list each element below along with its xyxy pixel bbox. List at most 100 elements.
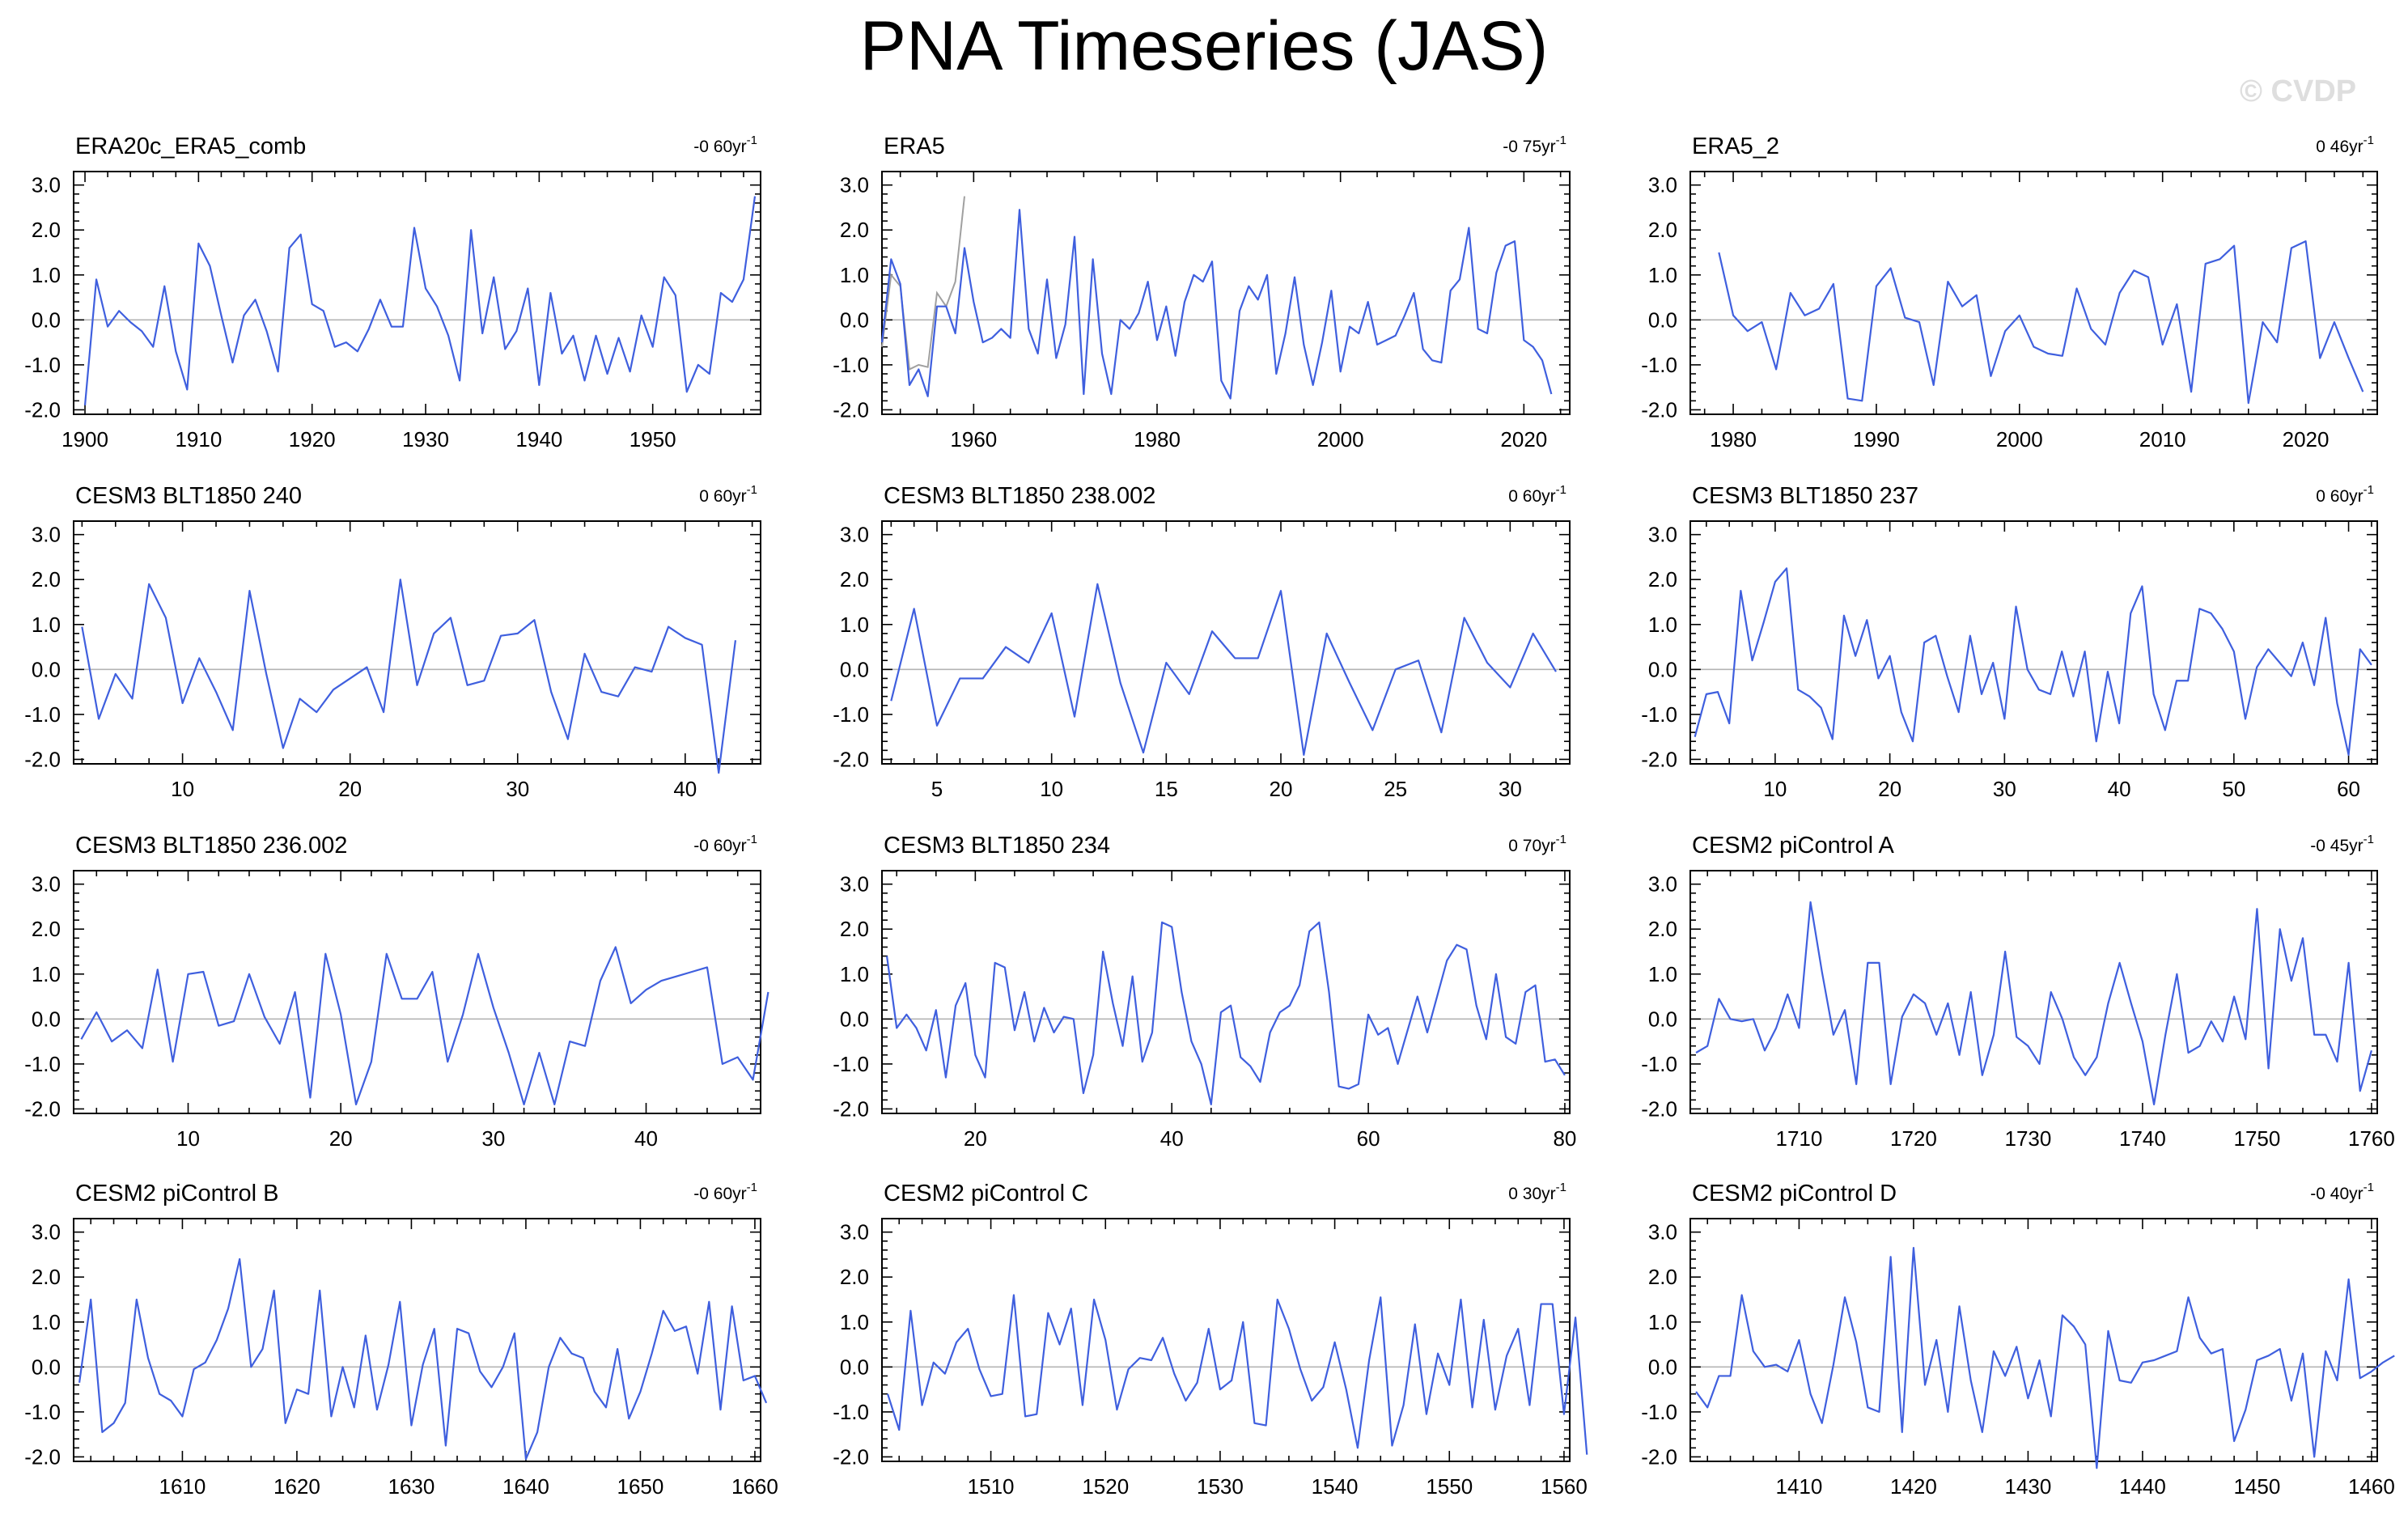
y-tick-label: -2.0 (1641, 747, 1677, 771)
plot-frame (73, 870, 761, 1114)
panel-title: CESM2 piControl A (1692, 833, 1894, 859)
y-tick-label: -1.0 (1641, 702, 1677, 727)
cvdp-watermark: © CVDP (2240, 74, 2357, 108)
y-tick-label: -2.0 (833, 1444, 869, 1469)
y-tick-label: 3.0 (1648, 173, 1677, 197)
panel-12: 3.0 2.0 1.0 0.0 -1.0 -2.0 1410 1420 1430 1440 1450… (1641, 1181, 2395, 1499)
y-tick-label: 2.0 (1648, 1265, 1677, 1289)
y-tick-label: 1.0 (32, 1310, 61, 1334)
x-tick-label: 50 (2222, 777, 2245, 801)
y-tick-label: 1.0 (840, 263, 869, 287)
page-title: PNA Timeseries (JAS) (859, 7, 1549, 85)
x-tick-label: 1640 (502, 1474, 549, 1499)
x-tick-label: 40 (2108, 777, 2131, 801)
x-tick-label: 80 (1553, 1126, 1576, 1151)
y-tick-label: -1.0 (833, 1400, 869, 1424)
x-tick-label: 20 (1878, 777, 1901, 801)
x-tick-label: 40 (634, 1126, 658, 1151)
x-tick-label: 60 (1357, 1126, 1380, 1151)
x-tick-label: 20 (329, 1126, 353, 1151)
trend-label: 0 60yr-1 (1508, 483, 1566, 506)
x-tick-label: 1760 (2348, 1126, 2395, 1151)
series-line (1718, 240, 2364, 405)
trend-label: -0 60yr-1 (693, 134, 757, 156)
panel-6: 3.0 2.0 1.0 0.0 -1.0 -2.0 10 20 30 40 50 60 CESM3 BL… (1641, 483, 2378, 801)
x-tick-label: 1410 (1776, 1474, 1823, 1499)
panel-title: CESM3 BLT1850 237 (1692, 483, 1918, 509)
y-tick-label: 3.0 (840, 1220, 869, 1245)
y-tick-label: 2.0 (840, 218, 869, 242)
x-tick-label: 10 (176, 1126, 200, 1151)
plot-frame (73, 520, 761, 765)
x-tick-label: 1460 (2348, 1474, 2395, 1499)
plot-frame (1689, 1218, 2378, 1462)
x-tick-label: 1610 (159, 1474, 206, 1499)
y-tick-label: -2.0 (24, 747, 61, 771)
panel-title: CESM2 piControl D (1692, 1181, 1897, 1206)
series-line (1695, 901, 2372, 1105)
panel-title: ERA5_2 (1692, 134, 1779, 159)
y-tick-label: 1.0 (1648, 962, 1677, 986)
x-tick-label: 40 (673, 777, 697, 801)
y-tick-label: 1.0 (1648, 1310, 1677, 1334)
x-tick-label: 2010 (2139, 427, 2186, 452)
x-tick-label: 20 (1270, 777, 1293, 801)
trend-label: 0 70yr-1 (1508, 833, 1566, 855)
x-tick-label: 1430 (2005, 1474, 2052, 1499)
panel-4: 3.0 2.0 1.0 0.0 -1.0 -2.0 10 20 30 40 CESM3 BLT185… (24, 483, 761, 801)
y-tick-label: 1.0 (1648, 613, 1677, 637)
y-tick-label: 3.0 (840, 523, 869, 547)
panel-title: CESM3 BLT1850 236.002 (75, 833, 347, 859)
panel-2: 3.0 2.0 1.0 0.0 -1.0 -2.0 1960 1980 2000 2020 ERA5… (833, 134, 1571, 452)
trend-label: -0 60yr-1 (693, 1181, 757, 1203)
trend-label: -0 45yr-1 (2310, 833, 2374, 855)
y-tick-label: 0.0 (32, 1007, 61, 1031)
trend-label: -0 60yr-1 (693, 833, 757, 855)
x-tick-label: 1530 (1197, 1474, 1244, 1499)
series-line (1694, 567, 2372, 756)
x-tick-label: 1990 (1853, 427, 1900, 452)
y-tick-label: 0.0 (1648, 1355, 1677, 1379)
x-tick-label: 1930 (402, 427, 449, 452)
x-tick-label: 1620 (273, 1474, 320, 1499)
x-tick-label: 1560 (1541, 1474, 1588, 1499)
x-tick-label: 1660 (731, 1474, 778, 1499)
panel-title: CESM3 BLT1850 238.002 (884, 483, 1155, 509)
y-tick-label: -2.0 (1641, 397, 1677, 422)
y-tick-label: 2.0 (840, 1265, 869, 1289)
x-tick-label: 30 (1499, 777, 1522, 801)
y-tick-label: 3.0 (32, 872, 61, 897)
y-tick-label: 0.0 (1648, 1007, 1677, 1031)
y-tick-label: 2.0 (840, 917, 869, 941)
panel-title: CESM2 piControl C (884, 1181, 1088, 1206)
y-tick-label: 2.0 (1648, 917, 1677, 941)
x-tick-label: 30 (1993, 777, 2016, 801)
trend-label: 0 60yr-1 (2316, 483, 2374, 506)
y-tick-label: 3.0 (1648, 872, 1677, 897)
y-tick-label: 0.0 (840, 307, 869, 332)
y-tick-label: -1.0 (24, 1052, 61, 1076)
y-tick-label: 3.0 (840, 173, 869, 197)
x-tick-label: 1450 (2234, 1474, 2281, 1499)
panel-title: CESM3 BLT1850 240 (75, 483, 302, 509)
trend-label: -0 40yr-1 (2310, 1181, 2374, 1203)
x-tick-label: 1550 (1426, 1474, 1473, 1499)
x-tick-label: 1630 (388, 1474, 435, 1499)
x-tick-label: 1440 (2119, 1474, 2166, 1499)
x-tick-label: 1950 (630, 427, 676, 452)
x-tick-label: 1710 (1776, 1126, 1823, 1151)
y-tick-label: 0.0 (32, 307, 61, 332)
trend-label: 0 60yr-1 (699, 483, 757, 506)
panel-title: ERA5 (884, 134, 945, 159)
plot-frame (73, 1218, 761, 1462)
x-tick-label: 2000 (1317, 427, 1364, 452)
y-tick-label: 2.0 (840, 567, 869, 592)
y-tick-label: 2.0 (32, 218, 61, 242)
plot-frame (881, 171, 1571, 415)
y-tick-label: -2.0 (24, 1096, 61, 1121)
y-tick-label: -2.0 (833, 397, 869, 422)
x-tick-label: 20 (338, 777, 362, 801)
x-tick-label: 2020 (2283, 427, 2330, 452)
x-tick-label: 1510 (968, 1474, 1015, 1499)
